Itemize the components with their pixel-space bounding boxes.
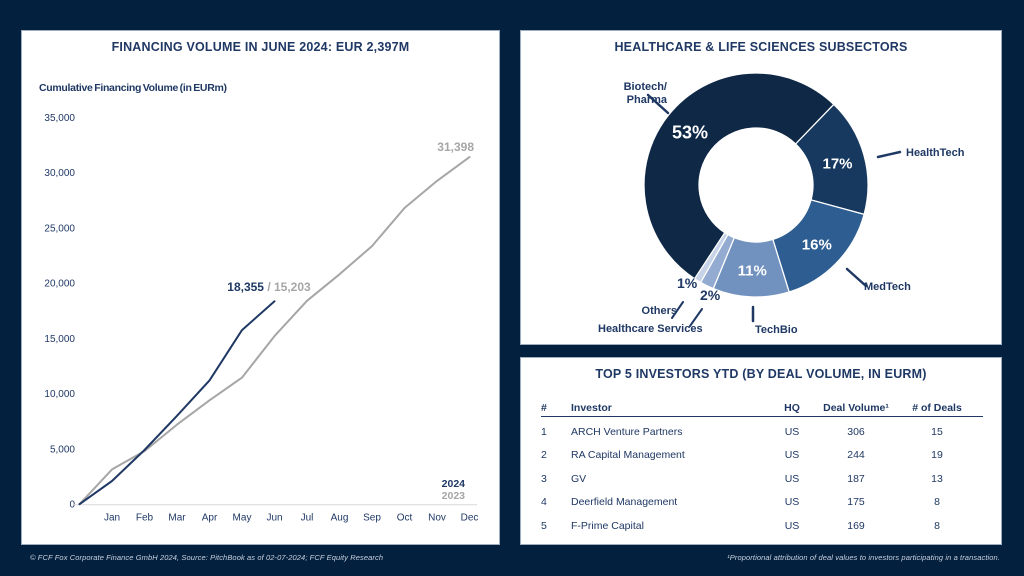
table-header-row: # Investor HQ Deal Volume¹ # of Deals — [541, 402, 985, 414]
svg-text:20,000: 20,000 — [44, 279, 75, 290]
table-cell: Deerfield Management — [571, 496, 678, 509]
table-row: 4 Deerfield Management US 175 8 — [541, 491, 985, 515]
table-cell: GV — [571, 472, 587, 485]
svg-text:Jan: Jan — [104, 513, 120, 524]
table-cell: F-Prime Capital — [571, 519, 644, 532]
table-row: 3 GV US 187 13 — [541, 467, 985, 491]
svg-text:11%: 11% — [738, 262, 767, 279]
table-title: TOP 5 INVESTORS YTD (BY DEAL VOLUME, IN … — [595, 367, 927, 381]
table-cell: 187 — [847, 472, 865, 485]
table-cell: RA Capital Management — [571, 449, 685, 462]
label-others: Others — [641, 305, 677, 317]
table-cell: US — [784, 496, 800, 509]
footer-copyright: © FCF Fox Corporate Finance GmbH 2024, S… — [30, 553, 384, 562]
table-cell: 19 — [931, 449, 943, 462]
table-row: 5 F-Prime Capital US 169 8 — [541, 514, 985, 538]
svg-text:0: 0 — [69, 500, 75, 511]
table-cell: 13 — [931, 472, 943, 485]
svg-text:31,398: 31,398 — [437, 140, 474, 154]
table-cell: 169 — [847, 519, 865, 532]
slice-others — [693, 231, 729, 284]
table-cell: 5 — [541, 519, 547, 532]
svg-text:Aug: Aug — [331, 513, 349, 524]
top-investors-panel: TOP 5 INVESTORS YTD (BY DEAL VOLUME, IN … — [520, 357, 1002, 545]
table-cell: US — [784, 472, 800, 485]
svg-text:Sep: Sep — [363, 513, 381, 524]
svg-text:18,355 / 15,203: 18,355 / 15,203 — [227, 280, 311, 294]
svg-text:Apr: Apr — [202, 513, 218, 524]
svg-text:30,000: 30,000 — [44, 168, 75, 179]
leader-others — [671, 301, 684, 319]
svg-text:25,000: 25,000 — [44, 223, 75, 234]
svg-text:Oct: Oct — [397, 513, 413, 524]
svg-text:Dec: Dec — [461, 513, 479, 524]
svg-text:2023: 2023 — [442, 490, 466, 502]
pct-label-healthcare-services: 2% — [700, 287, 721, 303]
footer-footnote: ¹Proportional attribution of deal values… — [727, 553, 1000, 562]
slice-biotech-pharma — [643, 72, 835, 280]
table-cell: 8 — [934, 496, 940, 509]
svg-text:Feb: Feb — [136, 513, 154, 524]
table-cell: US — [784, 519, 800, 532]
subsectors-panel: HEALTHCARE & LIFE SCIENCES SUBSECTORS 53… — [520, 30, 1002, 345]
label-biotech-pharma: Biotech/ Pharma — [579, 81, 667, 107]
donut-chart: 53% 17% 16% 11% — [643, 72, 902, 327]
table-cell: 244 — [847, 449, 865, 462]
donut-slices: 53% 17% 16% 11% — [643, 72, 869, 298]
label-techbio: TechBio — [755, 324, 798, 336]
svg-text:15,000: 15,000 — [44, 334, 75, 345]
table-cell: ARCH Venture Partners — [571, 425, 683, 438]
svg-text:5,000: 5,000 — [50, 444, 75, 455]
table-col-header: # of Deals — [912, 402, 962, 414]
table-cell: 175 — [847, 496, 865, 509]
svg-text:16%: 16% — [802, 237, 832, 254]
donut-leader-lines — [646, 93, 902, 327]
svg-text:Jul: Jul — [301, 513, 314, 524]
svg-text:35,000: 35,000 — [44, 113, 75, 124]
svg-text:May: May — [233, 513, 252, 524]
svg-text:10,000: 10,000 — [44, 389, 75, 400]
svg-text:53%: 53% — [672, 122, 708, 142]
svg-text:Mar: Mar — [168, 513, 186, 524]
table-row: 1 ARCH Venture Partners US 306 15 — [541, 420, 985, 444]
table-cell: 1 — [541, 425, 547, 438]
svg-text:Jun: Jun — [266, 513, 282, 524]
label-healthcare-services: Healthcare Services — [598, 323, 703, 335]
table-col-header: Investor — [571, 402, 612, 414]
table-body: 1 ARCH Venture Partners US 306 15 2 RA Capital… — [541, 420, 985, 538]
table-cell: US — [784, 449, 800, 462]
line-chart: 35,000 30,000 25,000 20,000 15,000 10,000 5,00… — [44, 113, 479, 524]
donut-chart-title: HEALTHCARE & LIFE SCIENCES SUBSECTORS — [614, 40, 908, 54]
leader-healthcare-services — [689, 308, 703, 327]
label-biotech-line1: Biotech/ — [623, 81, 667, 93]
svg-text:2024: 2024 — [442, 478, 466, 490]
leader-medtech — [845, 267, 868, 288]
table-col-header: # — [541, 402, 547, 414]
table-cell: 15 — [931, 425, 943, 438]
line-chart-subtitle: Cumulative Financing Volume (in EURm) — [39, 82, 227, 94]
label-biotech-line2: Pharma — [626, 94, 667, 106]
table-col-header: Deal Volume¹ — [823, 402, 889, 414]
line-chart-title: FINANCING VOLUME IN JUNE 2024: EUR 2,397… — [111, 40, 410, 54]
table-cell: 4 — [541, 496, 547, 509]
table-cell: 8 — [934, 519, 940, 532]
label-healthtech: HealthTech — [906, 147, 965, 159]
label-medtech: MedTech — [864, 281, 911, 293]
table-row: 2 RA Capital Management US 244 19 — [541, 444, 985, 468]
table-cell: 2 — [541, 449, 547, 462]
table-cell: 3 — [541, 472, 547, 485]
table-header-underline — [541, 416, 983, 417]
leader-healthtech — [876, 150, 902, 159]
table-cell: US — [784, 425, 800, 438]
svg-text:17%: 17% — [822, 156, 852, 173]
financing-volume-panel: FINANCING VOLUME IN JUNE 2024: EUR 2,397… — [21, 30, 500, 545]
table-col-header: HQ — [784, 402, 800, 414]
svg-text:Nov: Nov — [428, 513, 446, 524]
leader-biotech-pharma — [646, 93, 670, 115]
table-cell: 306 — [847, 425, 865, 438]
pct-label-others: 1% — [677, 275, 698, 291]
